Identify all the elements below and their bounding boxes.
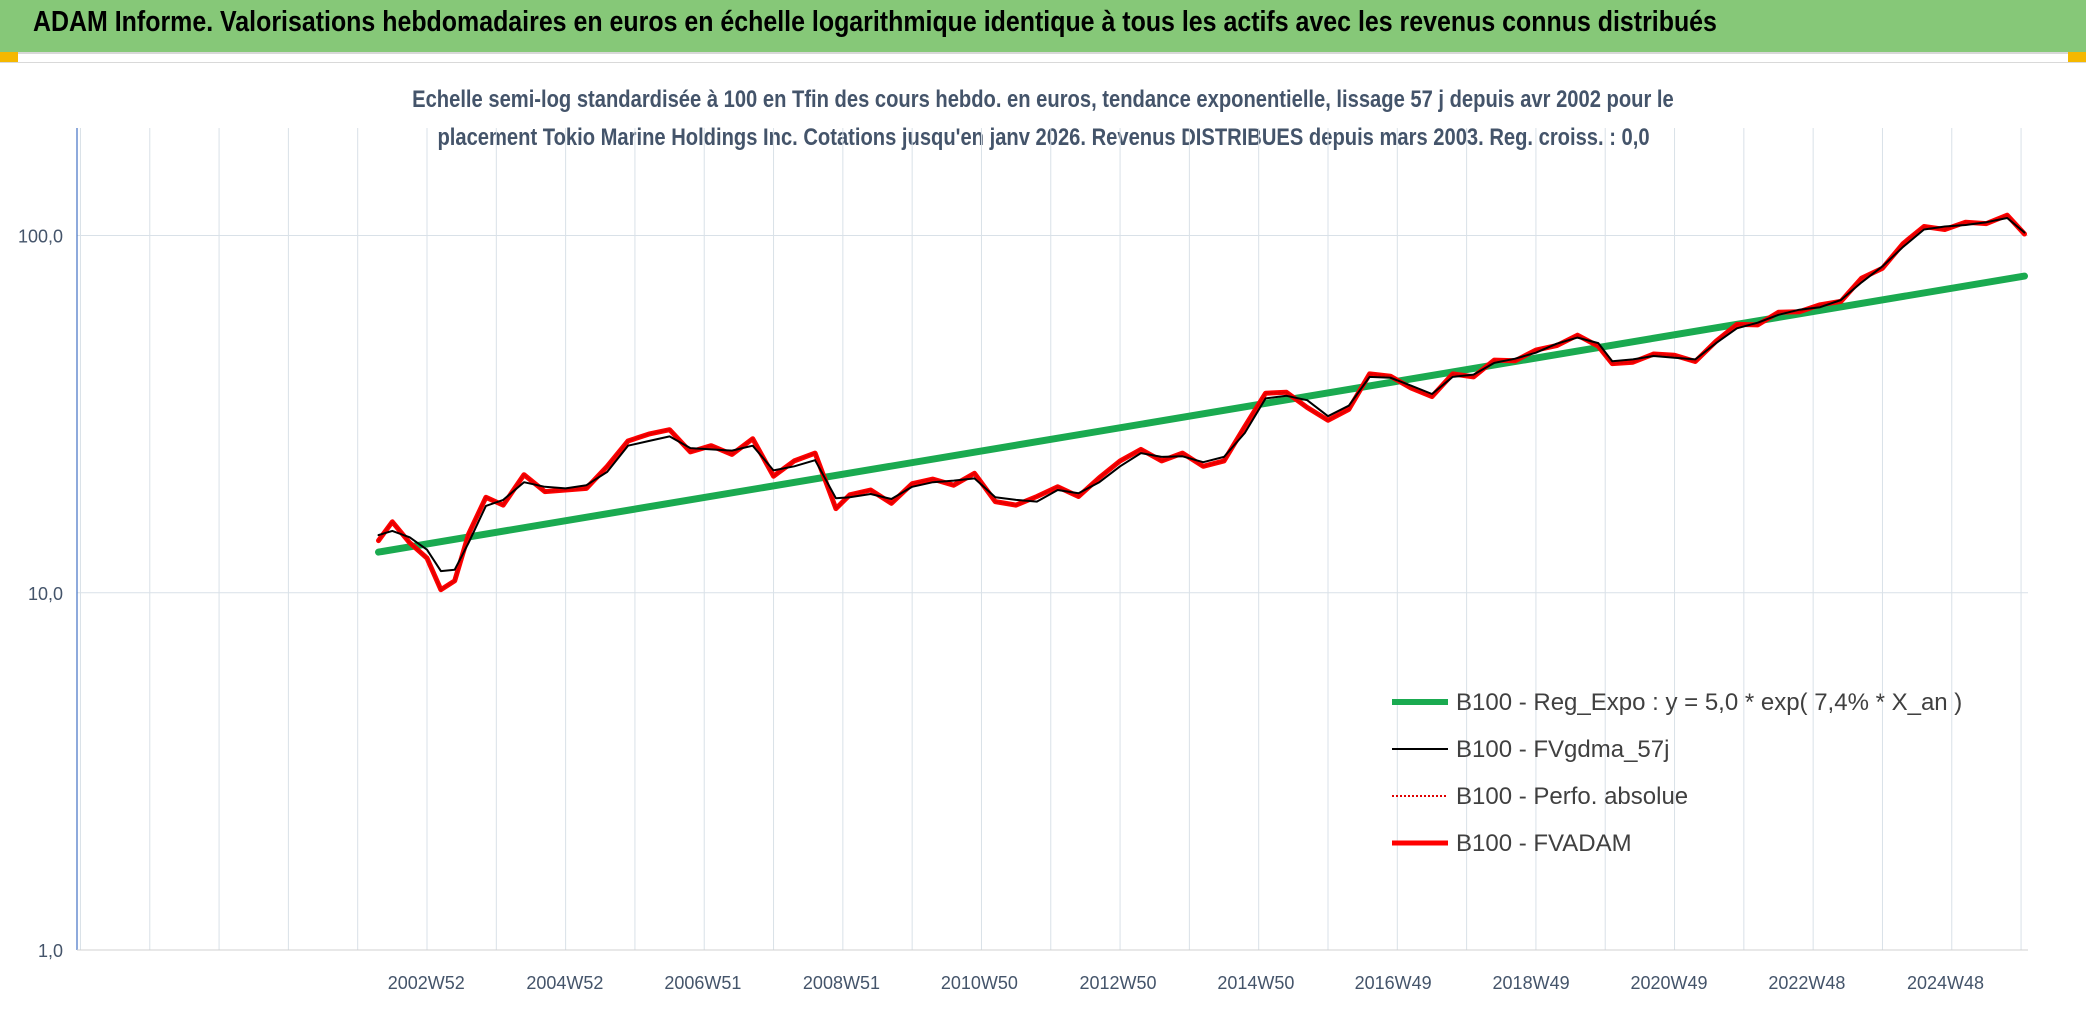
x-tick-label: 2006W51 xyxy=(664,973,741,993)
series-perfo-absolue-line xyxy=(377,214,2026,591)
report-title: ADAM Informe. Valorisations hebdomadaire… xyxy=(33,6,1717,38)
chart-title-line-1: Echelle semi-log standardisée à 100 en T… xyxy=(412,86,1674,113)
x-tick-label: 2002W52 xyxy=(388,973,465,993)
series-fvadam-line xyxy=(376,212,2027,593)
x-tick-label: 2018W49 xyxy=(1493,973,1570,993)
legend-entry-label: B100 - FVADAM xyxy=(1456,830,1632,857)
chart-title-line-2: placement Tokio Marine Holdings Inc. Cot… xyxy=(436,124,1650,151)
x-tick-label: 2014W50 xyxy=(1217,973,1294,993)
y-tick-label: 10,0 xyxy=(28,584,63,604)
x-tick-label: 2004W52 xyxy=(526,973,603,993)
x-tick-label: 2020W49 xyxy=(1630,973,1707,993)
series-reg-expo-line xyxy=(375,272,2028,556)
legend-entry-label: B100 - FVgdma_57j xyxy=(1456,736,1669,763)
report-banner: ADAM Informe. Valorisations hebdomadaire… xyxy=(0,0,2086,54)
x-tick-label: 2010W50 xyxy=(941,973,1018,993)
x-tick-label: 2024W48 xyxy=(1907,973,1984,993)
corner-mark-right xyxy=(2068,52,2086,62)
y-tick-label: 100,0 xyxy=(18,227,63,247)
corner-mark-left xyxy=(0,52,18,62)
x-tick-label: 2008W51 xyxy=(803,973,880,993)
x-tick-label: 2012W50 xyxy=(1079,973,1156,993)
series-fvgdma-line xyxy=(377,217,2026,573)
legend-entry-label: B100 - Reg_Expo : y = 5,0 * exp( 7,4% * … xyxy=(1456,689,1962,716)
x-tick-label: 2022W48 xyxy=(1768,973,1845,993)
legend-entry-label: B100 - Perfo. absolue xyxy=(1456,783,1688,810)
chart-frame xyxy=(0,62,2086,1033)
x-tick-label: 2016W49 xyxy=(1355,973,1432,993)
y-tick-label: 1,0 xyxy=(38,941,63,961)
